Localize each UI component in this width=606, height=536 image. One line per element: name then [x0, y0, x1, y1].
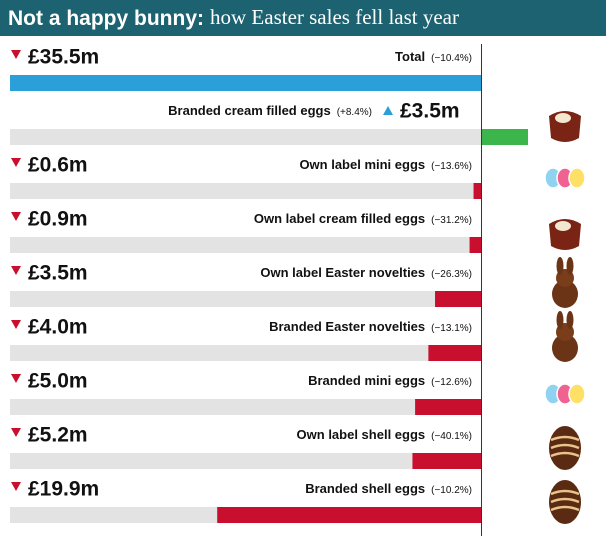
change-label: (−10.2%) [431, 485, 472, 496]
value-label: £3.5m [400, 100, 460, 123]
bunny-icon [552, 280, 578, 308]
down-arrow [11, 50, 21, 59]
bar [473, 183, 482, 199]
track [10, 453, 482, 469]
category-label: Total (−10.4%) [395, 49, 472, 64]
egg-stripe [550, 443, 580, 450]
category-name: Own label shell eggs [297, 427, 426, 442]
category-name: Branded mini eggs [308, 373, 425, 388]
value-label: £3.5m [28, 262, 88, 285]
category-label: Branded mini eggs (−12.6%) [308, 373, 472, 388]
up-arrow [383, 106, 393, 115]
cream-filling [555, 221, 571, 231]
value-label: £0.6m [28, 154, 88, 177]
category-label: Branded cream filled eggs (+8.4%) [168, 103, 372, 118]
down-arrow [11, 428, 21, 437]
down-arrow [11, 374, 21, 383]
category-name: Branded shell eggs [305, 481, 425, 496]
track [10, 345, 482, 361]
bunny-ear [566, 257, 574, 275]
change-label: (−10.4%) [431, 53, 472, 64]
bar [10, 75, 482, 91]
cream-filling [555, 113, 571, 123]
value-label: £5.2m [28, 424, 88, 447]
change-label: (−13.6%) [431, 161, 472, 172]
category-label: Own label cream filled eggs (−31.2%) [254, 211, 472, 226]
mini-egg-icon [568, 383, 586, 405]
down-arrow [11, 158, 21, 167]
category-name: Own label Easter novelties [260, 265, 425, 280]
bunny-icon [552, 334, 578, 362]
category-label: Branded shell eggs (−10.2%) [305, 481, 472, 496]
change-label: (−26.3%) [431, 269, 472, 280]
egg-stripe [550, 451, 580, 458]
bar [415, 399, 482, 415]
bar [412, 453, 482, 469]
change-label: (−13.1%) [431, 323, 472, 334]
value-label: £35.5m [28, 46, 99, 69]
bar [481, 129, 528, 145]
egg-stripe [550, 497, 580, 504]
category-label: Branded Easter novelties (−13.1%) [269, 319, 472, 334]
value-label: £19.9m [28, 478, 99, 501]
track [10, 183, 482, 199]
category-name: Own label mini eggs [299, 157, 425, 172]
chart-title: Not a happy bunny: [8, 7, 204, 30]
category-label: Own label mini eggs (−13.6%) [299, 157, 472, 172]
bunny-ear [566, 311, 574, 329]
track [10, 129, 482, 145]
down-arrow [11, 320, 21, 329]
down-arrow [11, 482, 21, 491]
value-label: £5.0m [28, 370, 88, 393]
egg-stripe [550, 489, 580, 496]
bar [469, 237, 482, 253]
category-name: Branded Easter novelties [269, 319, 425, 334]
title-bar [0, 0, 606, 36]
change-label: (−40.1%) [431, 431, 472, 442]
category-name: Own label cream filled eggs [254, 211, 425, 226]
egg-stripe [550, 435, 580, 442]
chart-subtitle: how Easter sales fell last year [210, 5, 459, 29]
bar [217, 507, 482, 523]
bar [435, 291, 482, 307]
bunny-ear [556, 257, 564, 275]
value-label: £4.0m [28, 316, 88, 339]
category-label: Own label shell eggs (−40.1%) [297, 427, 472, 442]
track [10, 399, 482, 415]
change-label: (−12.6%) [431, 377, 472, 388]
egg-stripe [550, 505, 580, 512]
value-label: £0.9m [28, 208, 88, 231]
down-arrow [11, 212, 21, 221]
change-label: (−31.2%) [431, 215, 472, 226]
chart-title-line: Not a happy bunny: how Easter sales fell … [8, 5, 459, 30]
track [10, 291, 482, 307]
track [10, 237, 482, 253]
change-label: (+8.4%) [337, 107, 372, 118]
bunny-ear [556, 311, 564, 329]
category-name: Total [395, 49, 425, 64]
mini-egg-icon [568, 167, 586, 189]
down-arrow [11, 266, 21, 275]
category-label: Own label Easter novelties (−26.3%) [260, 265, 472, 280]
category-name: Branded cream filled eggs [168, 103, 331, 118]
bar [428, 345, 482, 361]
